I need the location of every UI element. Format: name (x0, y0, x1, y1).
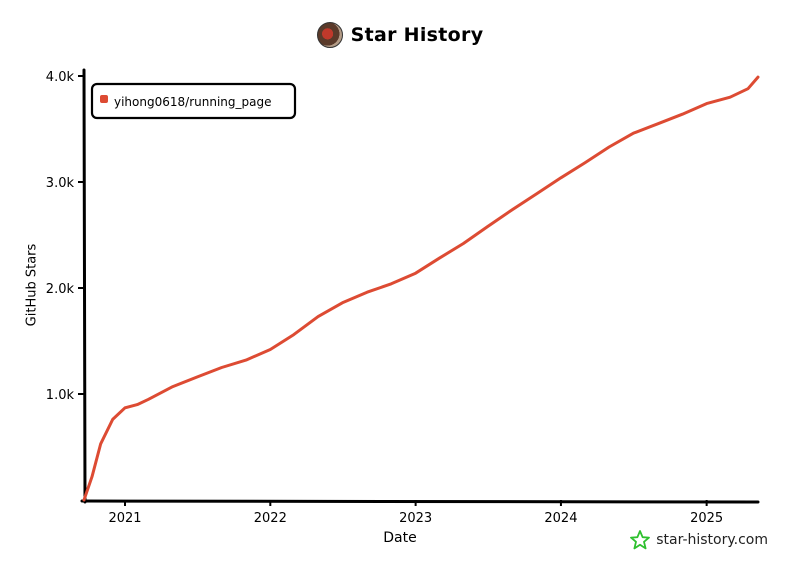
x-tick-label: 2023 (399, 511, 432, 526)
chart-title: Star History (350, 24, 484, 46)
y-tick-label: 3.0k (46, 176, 75, 191)
x-tick-label: 2024 (544, 511, 577, 526)
y-axis-line (82, 68, 87, 504)
legend: yihong0618/running_page (90, 82, 297, 120)
watermark-text: star-history.com (656, 532, 768, 548)
x-tick-label: 2025 (690, 511, 723, 526)
legend-box (90, 82, 297, 120)
chart-header: Star History (0, 22, 800, 48)
github-avatar-icon (316, 22, 343, 48)
y-tick-label: 2.0k (46, 282, 75, 297)
series-layer (82, 75, 760, 502)
legend-swatch (100, 95, 108, 103)
watermark[interactable]: star-history.com (630, 530, 768, 550)
y-tick-label: 4.0k (46, 70, 75, 85)
x-axis-line (80, 499, 760, 504)
axes-layer: 1.0k 2.0k 3.0k 4.0k 2021 2022 2023 2024 2025 (46, 68, 760, 526)
star-outline-icon (630, 530, 651, 550)
x-tick-label: 2021 (108, 511, 141, 526)
legend-label: yihong0618/running_page (114, 95, 271, 109)
series-line (82, 75, 760, 502)
x-axis-label: Date (383, 530, 417, 546)
x-tick-label: 2022 (254, 511, 287, 526)
y-tick-label: 1.0k (46, 388, 75, 403)
y-axis-label: GitHub Stars (24, 243, 40, 327)
